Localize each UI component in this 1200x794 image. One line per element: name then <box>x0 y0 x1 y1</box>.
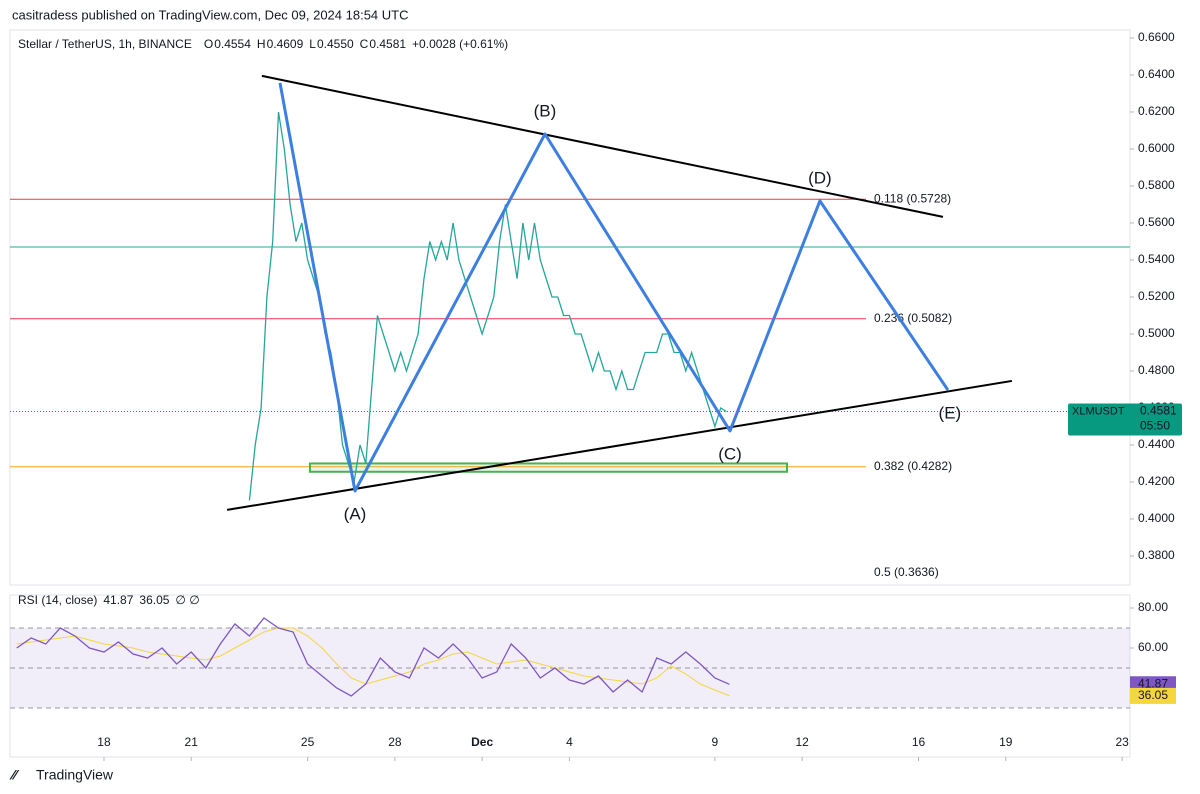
ohlc-value: 0.4550 <box>317 37 354 51</box>
x-tick-label: 28 <box>388 735 402 749</box>
y-tick-label: 0.4000 <box>1138 511 1175 525</box>
logo-mark: ⁄⁄ <box>9 767 19 783</box>
rsi-pane <box>9 594 1131 758</box>
price-tag <box>1068 403 1182 436</box>
ohlc-value: 0.4581 <box>369 37 406 51</box>
price-tag-countdown: 05:50 <box>1140 419 1170 433</box>
brand: TradingView <box>36 767 114 783</box>
x-tick-label: 16 <box>912 735 926 749</box>
x-tick-label: 9 <box>712 735 719 749</box>
y-tick-label: 0.4400 <box>1138 437 1175 451</box>
rsi-tag-value: 41.87 <box>1138 676 1168 690</box>
y-tick-label: 0.5000 <box>1138 326 1175 340</box>
wave-line <box>278 82 950 493</box>
rsi-value: 41.87 <box>103 593 133 607</box>
x-tick-label: 12 <box>795 735 809 749</box>
ohlc-key: L <box>309 37 316 51</box>
y-tick-label: 0.5200 <box>1138 289 1175 303</box>
rsi-line <box>16 617 730 697</box>
wave-label: (E) <box>939 403 962 422</box>
main-pane <box>9 29 1131 586</box>
y-tick-label: 0.6000 <box>1138 141 1175 155</box>
x-tick-label: 23 <box>1115 735 1129 749</box>
rsi-tag-value: 36.05 <box>1138 688 1168 702</box>
fib-label: 0.5 (0.3636) <box>874 565 939 579</box>
ohlc-value: 0.4609 <box>267 37 304 51</box>
rsi-title: RSI (14, close) <box>18 593 97 607</box>
y-tick-label: 0.5400 <box>1138 252 1175 266</box>
support-zone <box>308 462 789 473</box>
x-tick-label: 4 <box>566 735 573 749</box>
ohlc-key: O <box>204 37 213 51</box>
y-tick-label: 0.6400 <box>1138 67 1175 81</box>
y-tick-label: 0.5800 <box>1138 178 1175 192</box>
fib-label: 0.118 (0.5728) <box>874 191 951 205</box>
y-tick-label: 0.3800 <box>1138 548 1175 562</box>
x-tick-label: 18 <box>97 735 111 749</box>
y-tick-label: 0.4200 <box>1138 474 1175 488</box>
rsi-tag <box>1130 687 1176 704</box>
publisher: casitradess published on TradingView.com… <box>12 7 409 22</box>
change: +0.0028 (+0.61%) <box>412 37 508 51</box>
x-tick-label: 21 <box>185 735 199 749</box>
y-tick-label: 60.00 <box>1138 640 1168 654</box>
wave-label: (D) <box>808 168 832 187</box>
rsi-value: 36.05 <box>139 593 169 607</box>
trendline <box>261 74 944 218</box>
wave-label: (C) <box>718 444 742 463</box>
price-tag-symbol: XLMUSDT <box>1072 405 1125 417</box>
wave-label: (B) <box>534 101 557 120</box>
rsi-extra: ∅ ∅ <box>175 593 199 607</box>
symbol: Stellar / TetherUS, 1h, BINANCE <box>18 37 192 51</box>
ohlc-value: 0.4554 <box>214 37 251 51</box>
fib-label: 0.236 (0.5082) <box>874 311 952 325</box>
x-tick-label: Dec <box>471 735 493 749</box>
y-tick-label: 80.00 <box>1138 600 1168 614</box>
y-tick-label: 0.6200 <box>1138 104 1175 118</box>
y-tick-label: 0.6600 <box>1138 30 1175 44</box>
y-tick-label: 0.5600 <box>1138 215 1175 229</box>
x-tick-label: 25 <box>301 735 315 749</box>
y-tick-label: 0.4800 <box>1138 363 1175 377</box>
wave-label: (A) <box>344 505 367 524</box>
ohlc-key: H <box>257 37 266 51</box>
fib-label: 0.382 (0.4282) <box>874 459 952 473</box>
rsi-ma-line <box>16 627 730 697</box>
price-tag-value: 0.4581 <box>1140 404 1177 418</box>
ohlc-key: C <box>360 37 369 51</box>
x-tick-label: 19 <box>999 735 1013 749</box>
